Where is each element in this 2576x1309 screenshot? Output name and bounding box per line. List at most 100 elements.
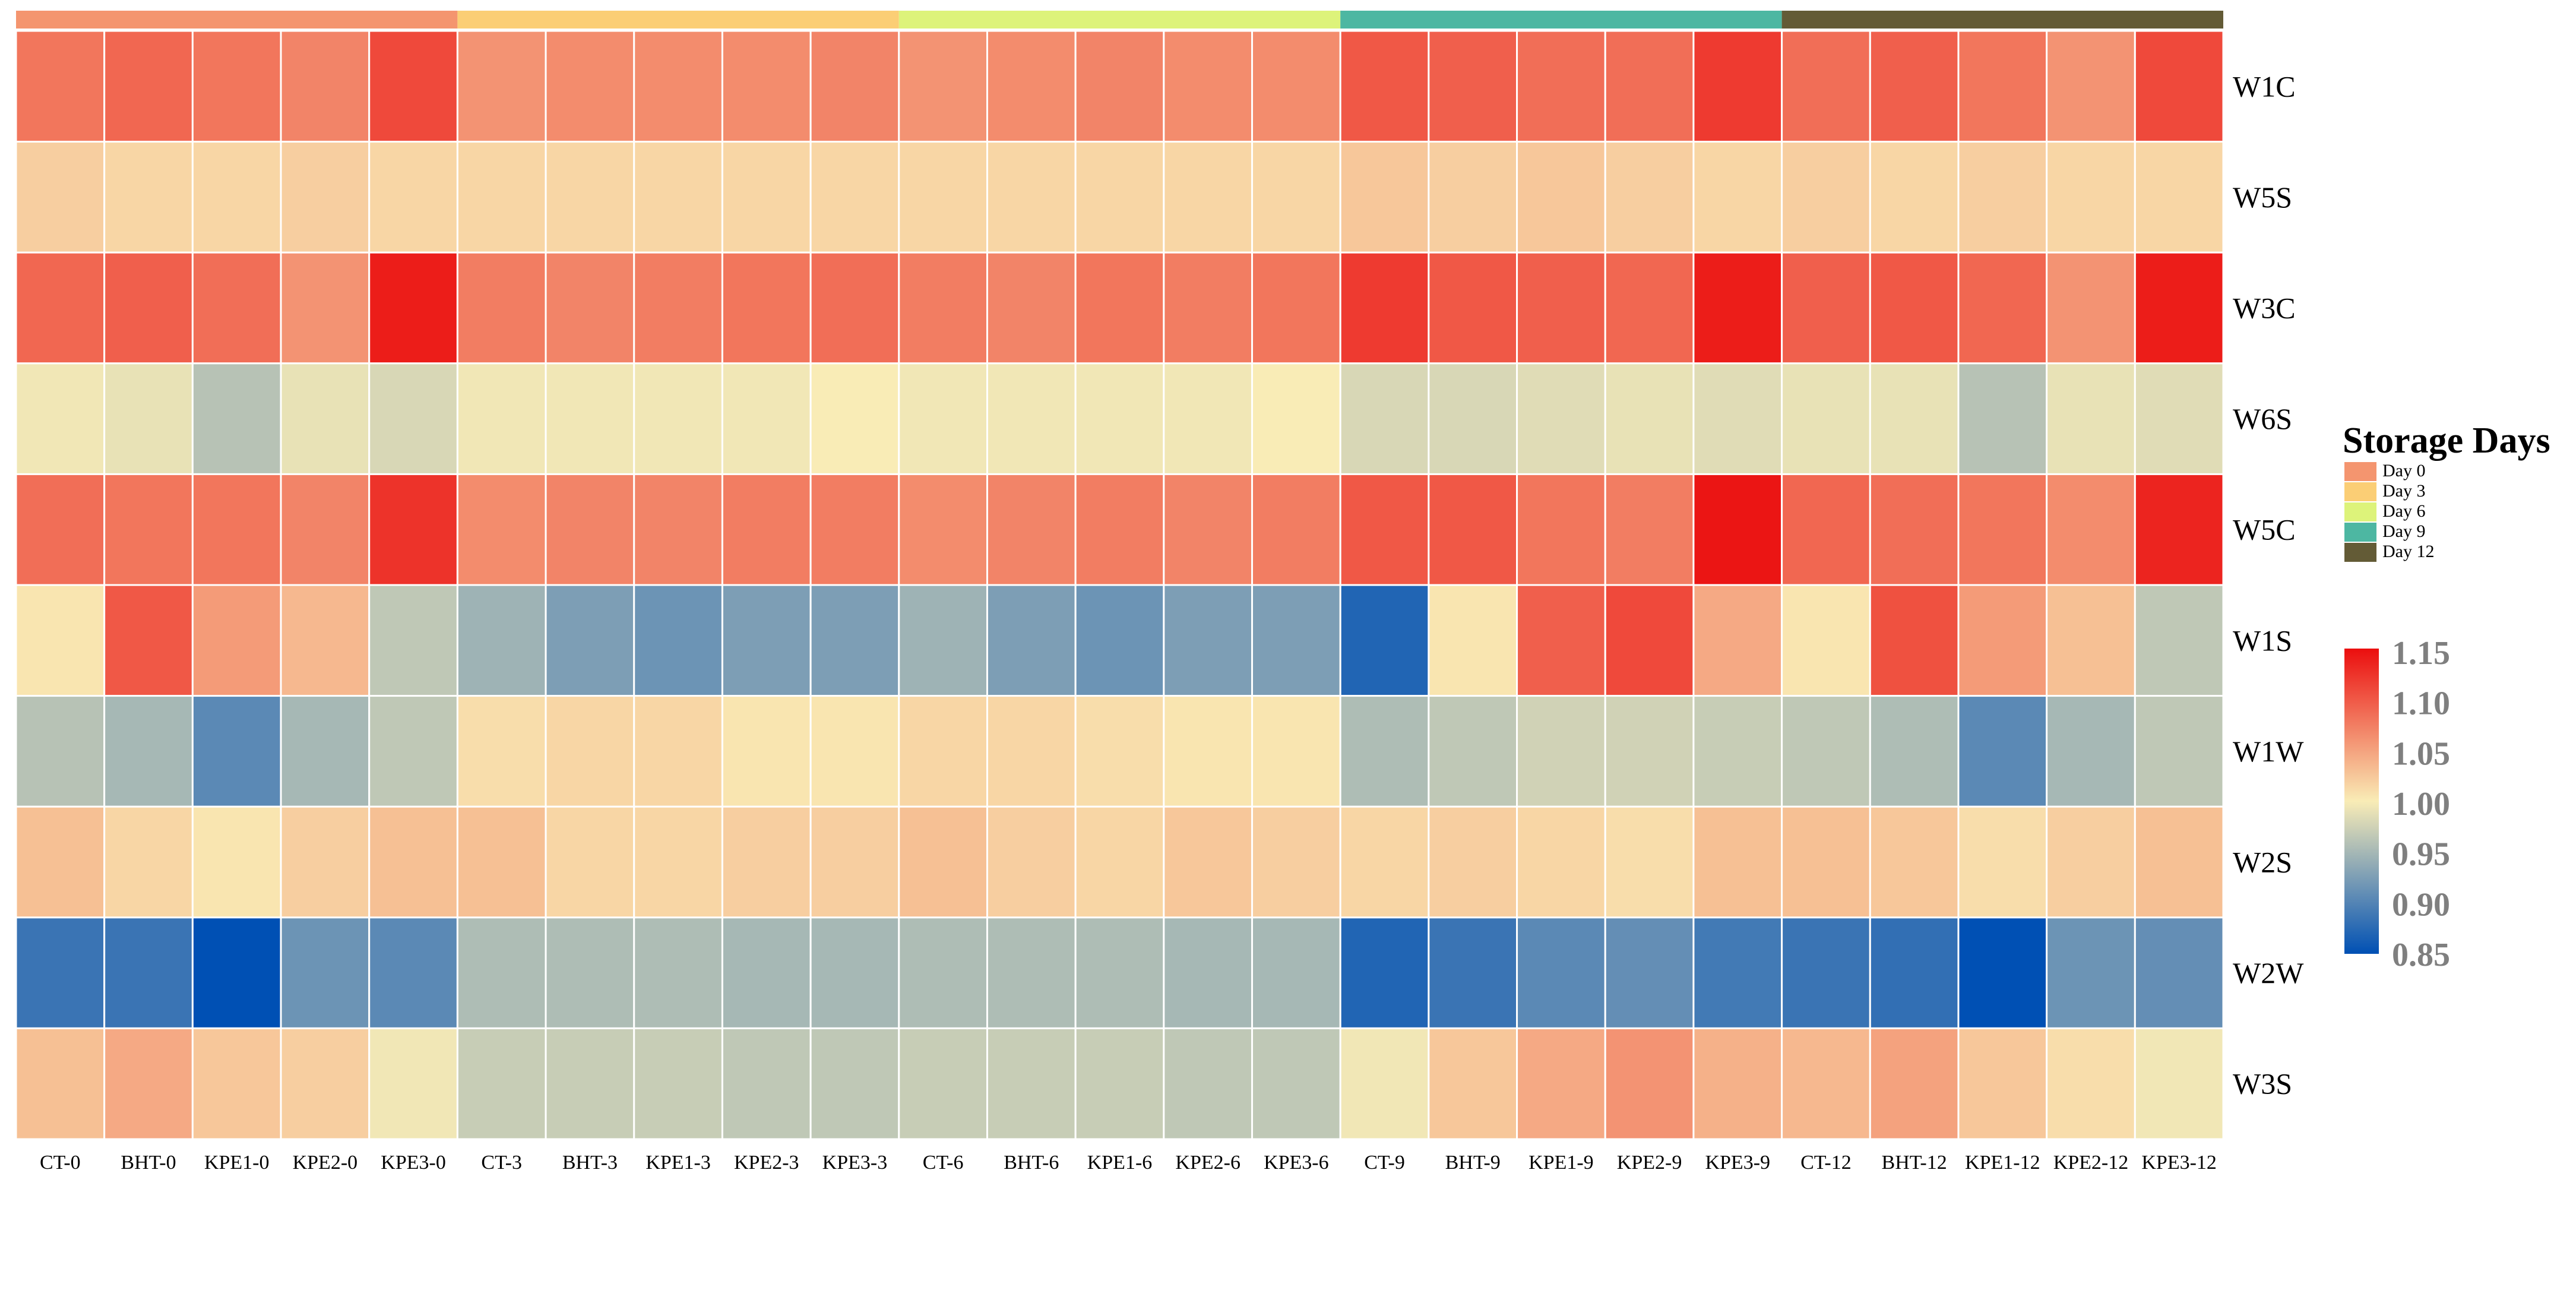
heatmap-cell bbox=[1428, 805, 1518, 919]
heatmap-cell bbox=[1516, 473, 1606, 586]
legend-title: Storage Days bbox=[2343, 420, 2550, 461]
heatmap-cell bbox=[721, 30, 812, 143]
column-label: CT-12 bbox=[1800, 1152, 1852, 1174]
heatmap-cell bbox=[545, 805, 635, 919]
heatmap-cell bbox=[1163, 1027, 1254, 1140]
column-label: BHT-12 bbox=[1882, 1152, 1947, 1174]
heatmap-cell bbox=[1339, 30, 1430, 143]
heatmap-cell bbox=[1516, 1027, 1606, 1140]
heatmap-cell bbox=[1428, 1027, 1518, 1140]
heatmap-cell bbox=[898, 141, 988, 254]
heatmap-cell bbox=[103, 916, 194, 1029]
heatmap-cell bbox=[280, 584, 371, 697]
row-label: W5S bbox=[2233, 181, 2292, 214]
heatmap-cell bbox=[456, 362, 547, 475]
heatmap-cell bbox=[1074, 1027, 1165, 1140]
heatmap-cell bbox=[280, 362, 371, 475]
column-label: KPE3-0 bbox=[381, 1152, 446, 1174]
heatmap-cell bbox=[898, 473, 988, 586]
heatmap-cell bbox=[1251, 141, 1341, 254]
heatmap-cell bbox=[2134, 695, 2224, 808]
colorbar-tick-label: 0.85 bbox=[2392, 937, 2450, 973]
heatmap-cell bbox=[1957, 362, 2048, 475]
heatmap-cell bbox=[1074, 30, 1165, 143]
heatmap-cell bbox=[2134, 362, 2224, 475]
column-label: KPE2-3 bbox=[734, 1152, 799, 1174]
heatmap-cell bbox=[280, 695, 371, 808]
heatmap-cells bbox=[15, 30, 2224, 1140]
heatmap-cell bbox=[1074, 362, 1165, 475]
heatmap-cell bbox=[1869, 251, 1960, 365]
heatmap-cell bbox=[280, 473, 371, 586]
heatmap-cell bbox=[721, 1027, 812, 1140]
legend-item-label: Day 3 bbox=[2382, 481, 2425, 501]
column-label: KPE3-9 bbox=[1705, 1152, 1770, 1174]
column-label: KPE1-0 bbox=[204, 1152, 270, 1174]
heatmap-cell bbox=[545, 30, 635, 143]
heatmap-cell bbox=[986, 473, 1077, 586]
heatmap-cell bbox=[1339, 141, 1430, 254]
heatmap-cell bbox=[1163, 916, 1254, 1029]
heatmap-cell bbox=[1428, 251, 1518, 365]
heatmap-cell bbox=[280, 916, 371, 1029]
heatmap-cell bbox=[898, 805, 988, 919]
column-label: CT-3 bbox=[481, 1152, 522, 1174]
heatmap-cell bbox=[1339, 251, 1430, 365]
heatmap-cell bbox=[1957, 1027, 2048, 1140]
heatmap-cell bbox=[191, 473, 282, 586]
heatmap-cell bbox=[721, 473, 812, 586]
heatmap-cell bbox=[1692, 251, 1783, 365]
heatmap-cell bbox=[2046, 251, 2136, 365]
heatmap-cell bbox=[1428, 362, 1518, 475]
column-labels: CT-0 BHT-0 KPE1-0 KPE2-0 KPE3-0 CT-3 BHT-3 KPE1… bbox=[40, 1152, 2217, 1174]
colorbar-gradient bbox=[2344, 649, 2379, 954]
heatmap-cell bbox=[1516, 805, 1606, 919]
heatmap-cell bbox=[1516, 362, 1606, 475]
heatmap-cell bbox=[633, 30, 723, 143]
heatmap-cell bbox=[1869, 916, 1960, 1029]
heatmap-cell bbox=[368, 141, 458, 254]
heatmap-cell bbox=[1957, 695, 2048, 808]
heatmap-cell bbox=[1251, 584, 1341, 697]
heatmap-cell bbox=[368, 695, 458, 808]
column-label: KPE3-3 bbox=[822, 1152, 888, 1174]
row-label: W1C bbox=[2233, 69, 2296, 103]
heatmap-cell bbox=[1251, 362, 1341, 475]
heatmap-cell bbox=[15, 362, 106, 475]
heatmap-cell bbox=[1251, 30, 1341, 143]
heatmap-cell bbox=[1604, 473, 1695, 586]
colorbar-tick-label: 1.10 bbox=[2392, 685, 2450, 722]
heatmap-cell bbox=[1781, 584, 1871, 697]
column-label: KPE1-12 bbox=[1965, 1152, 2040, 1174]
column-label: KPE2-6 bbox=[1175, 1152, 1240, 1174]
heatmap-cell bbox=[633, 805, 723, 919]
heatmap-cell bbox=[1516, 916, 1606, 1029]
heatmap-cell bbox=[1163, 141, 1254, 254]
heatmap-cell bbox=[1957, 251, 2048, 365]
heatmap-cell bbox=[721, 362, 812, 475]
legend-item-label: Day 0 bbox=[2382, 461, 2425, 480]
heatmap-cell bbox=[898, 251, 988, 365]
heatmap-cell bbox=[545, 695, 635, 808]
heatmap-cell bbox=[721, 805, 812, 919]
heatmap-cell bbox=[1604, 805, 1695, 919]
heatmap-cell bbox=[15, 805, 106, 919]
heatmap-cell bbox=[1781, 473, 1871, 586]
column-label: KPE2-12 bbox=[2053, 1152, 2129, 1174]
heatmap-cell bbox=[1604, 141, 1695, 254]
heatmap-cell bbox=[1516, 30, 1606, 143]
legend-swatch bbox=[2344, 482, 2376, 501]
heatmap-cell bbox=[1604, 30, 1695, 143]
heatmap-cell bbox=[1163, 473, 1254, 586]
heatmap-cell bbox=[2134, 251, 2224, 365]
heatmap-cell bbox=[545, 473, 635, 586]
heatmap-cell bbox=[986, 362, 1077, 475]
heatmap-cell bbox=[1339, 805, 1430, 919]
heatmap-cell bbox=[1074, 916, 1165, 1029]
heatmap-cell bbox=[721, 251, 812, 365]
heatmap-cell bbox=[721, 584, 812, 697]
heatmap-cell bbox=[1074, 695, 1165, 808]
heatmap-cell bbox=[986, 1027, 1077, 1140]
heatmap-cell bbox=[1604, 1027, 1695, 1140]
colorbar-tick-label: 0.95 bbox=[2392, 836, 2450, 873]
